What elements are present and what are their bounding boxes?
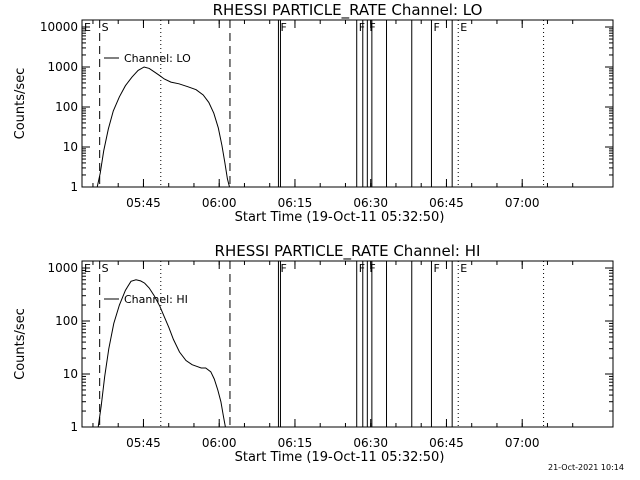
flag-label: F <box>359 21 365 34</box>
flag-label: E <box>460 262 467 275</box>
x-tick-label: 07:00 <box>505 196 540 210</box>
flag-label: F <box>369 21 375 34</box>
x-tick-label: 06:15 <box>278 436 313 450</box>
footer-timestamp: 21-Oct-2021 10:14 <box>548 463 624 472</box>
flag-label: F <box>433 21 439 34</box>
x-tick-label: 05:45 <box>126 436 161 450</box>
legend-label: Channel: LO <box>124 52 191 65</box>
y-tick-label: 100 <box>55 100 78 114</box>
legend-label: Channel: HI <box>124 293 188 306</box>
y-axis-label: Counts/sec <box>13 308 28 380</box>
flag-label: E <box>460 21 467 34</box>
y-tick-label: 1 <box>70 180 78 194</box>
flag-label: F <box>280 262 286 275</box>
x-tick-label: 06:45 <box>429 196 464 210</box>
flag-label: S <box>102 21 109 34</box>
flag-label: F <box>280 21 286 34</box>
flag-label: E <box>84 21 91 34</box>
y-tick-label: 10000 <box>40 20 78 34</box>
flag-label: S <box>102 262 109 275</box>
y-tick-label: 1000 <box>47 60 78 74</box>
chart-panel-2: RHESSI PARTICLE_RATE Channel: HI 1 10 100 10… <box>13 242 614 465</box>
flag-label: E <box>84 262 91 275</box>
x-tick-label: 06:00 <box>202 196 237 210</box>
chart-title: RHESSI PARTICLE_RATE Channel: HI <box>215 242 481 261</box>
chart-panel-1: RHESSI PARTICLE_RATE Channel: LO 1 10 100 10… <box>13 1 614 225</box>
x-tick-label: 06:30 <box>353 436 388 450</box>
x-tick-label: 06:00 <box>202 436 237 450</box>
x-tick-label: 07:00 <box>505 436 540 450</box>
flag-label: F <box>359 262 365 275</box>
x-tick-label: 06:45 <box>429 436 464 450</box>
y-tick-label: 1 <box>70 420 78 434</box>
x-tick-label: 06:15 <box>278 196 313 210</box>
y-tick-label: 10 <box>63 140 78 154</box>
x-tick-label: 05:45 <box>126 196 161 210</box>
series-line <box>96 66 230 188</box>
series-line <box>97 279 226 428</box>
y-tick-label: 100 <box>55 314 78 328</box>
flag-label: F <box>433 262 439 275</box>
flag-label: F <box>369 262 375 275</box>
plot-frame <box>81 19 614 188</box>
chart-title: RHESSI PARTICLE_RATE Channel: LO <box>213 1 483 20</box>
x-tick-label: 06:30 <box>353 196 388 210</box>
y-tick-label: 10 <box>63 367 78 381</box>
y-axis-label: Counts/sec <box>13 68 28 140</box>
x-axis-label: Start Time (19-Oct-11 05:32:50) <box>235 450 445 465</box>
x-axis-label: Start Time (19-Oct-11 05:32:50) <box>235 210 445 225</box>
y-tick-label: 1000 <box>47 261 78 275</box>
plot-frame <box>81 260 614 428</box>
